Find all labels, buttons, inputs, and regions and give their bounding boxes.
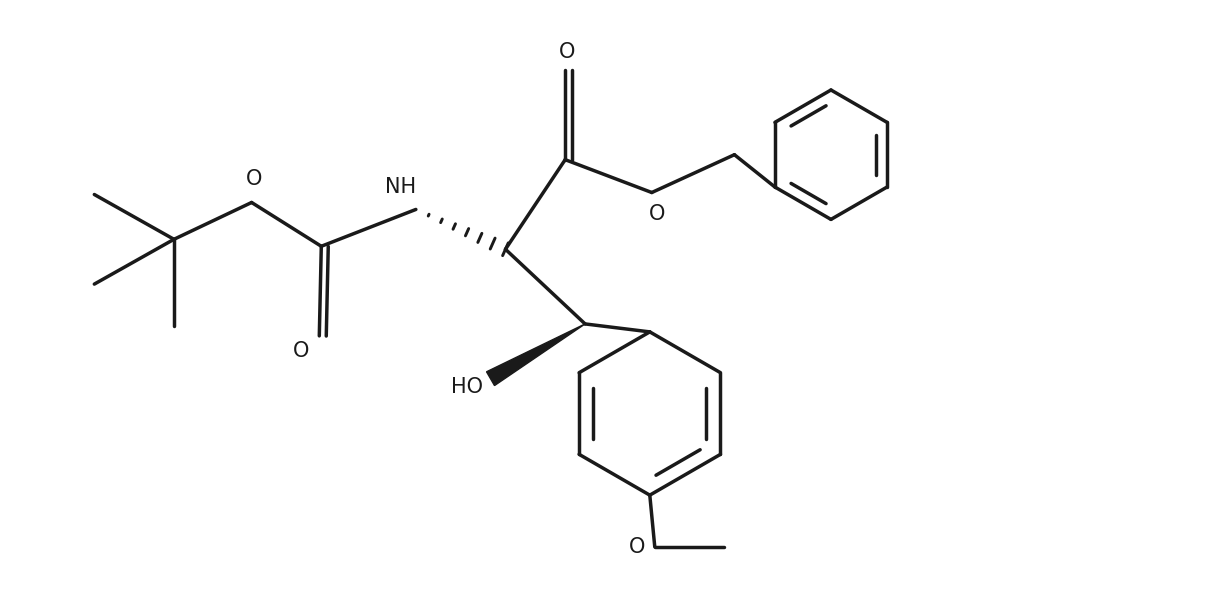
Text: O: O [649, 204, 666, 225]
Text: O: O [293, 341, 310, 361]
Text: O: O [628, 537, 645, 557]
Text: NH: NH [385, 177, 416, 198]
Text: O: O [559, 42, 576, 62]
Polygon shape [486, 324, 586, 386]
Text: O: O [246, 168, 261, 188]
Text: HO: HO [450, 376, 483, 397]
